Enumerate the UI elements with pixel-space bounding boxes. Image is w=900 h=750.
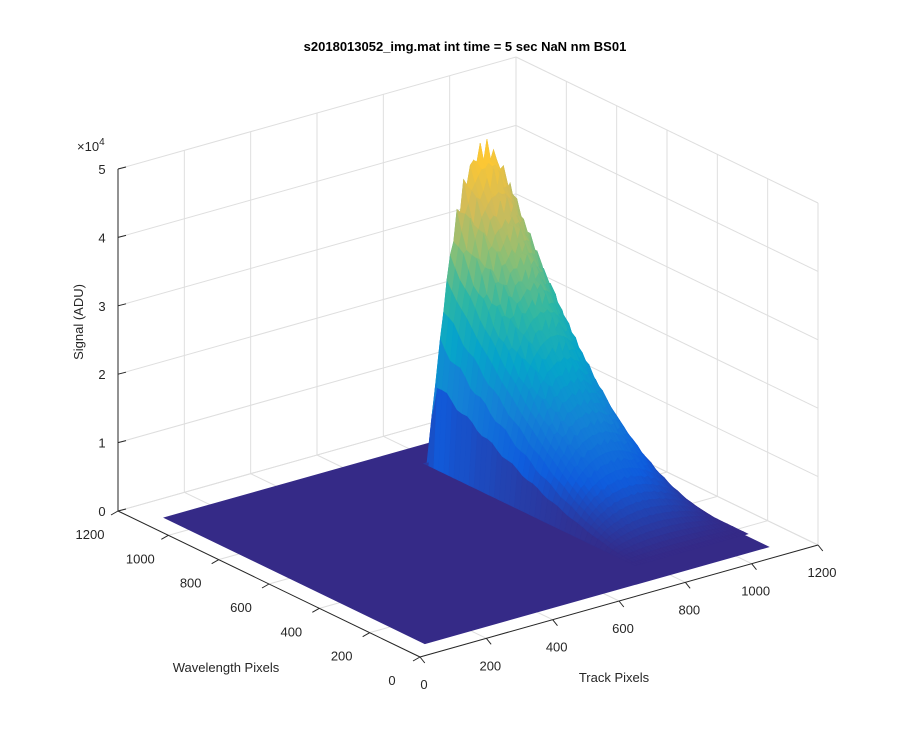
z-tick-label: 4: [98, 230, 105, 245]
y-tick-label: 1000: [126, 551, 155, 566]
z-tick-label: 3: [98, 299, 105, 314]
z-tick: [117, 234, 127, 238]
z-tick: [117, 303, 127, 307]
x-tick-label: 1200: [808, 565, 837, 580]
z-tick: [117, 508, 127, 512]
z-tick-label: 2: [98, 367, 105, 382]
y-tick-label: 800: [180, 576, 202, 591]
y-tick-label: 0: [388, 673, 395, 688]
grid-line: [515, 261, 819, 409]
grid-line: [515, 56, 819, 204]
z-tick-label: 1: [98, 436, 105, 451]
x-tick-label: 1000: [741, 584, 770, 599]
grid-line: [117, 56, 517, 170]
z-tick: [117, 440, 127, 444]
x-tick: [817, 544, 824, 552]
surface: [163, 139, 770, 645]
grid-line: [515, 124, 819, 272]
z-tick-label: 0: [98, 504, 105, 519]
z-axis-title: Signal (ADU): [71, 284, 86, 360]
x-tick: [552, 619, 558, 626]
z-tick: [117, 371, 127, 375]
axes: 0200400600800100012000200400600800100012…: [76, 162, 837, 692]
x-tick-label: 0: [420, 677, 427, 692]
y-tick: [362, 632, 370, 638]
x-tick: [485, 638, 492, 645]
x-tick: [751, 563, 757, 570]
y-axis-title: Wavelength Pixels: [173, 660, 280, 675]
y-tick: [412, 656, 421, 662]
y-tick-label: 200: [331, 649, 353, 664]
y-tick-label: 600: [230, 600, 252, 615]
x-tick-label: 600: [612, 621, 634, 636]
x-tick-label: 200: [479, 658, 501, 673]
grid-line: [515, 193, 819, 341]
y-tick: [312, 607, 320, 613]
y-tick: [161, 534, 169, 540]
y-tick-label: 1200: [76, 527, 105, 542]
x-tick-label: 800: [678, 602, 700, 617]
x-tick: [419, 656, 426, 664]
z-exponent-label: ×104: [77, 137, 105, 154]
grid-line: [117, 193, 517, 307]
chart-title: s2018013052_img.mat int time = 5 sec NaN…: [304, 39, 627, 54]
surface-patch: [738, 531, 749, 536]
x-tick-label: 400: [546, 640, 568, 655]
x-axis-title: Track Pixels: [579, 670, 650, 685]
z-tick-label: 5: [98, 162, 105, 177]
y-tick: [261, 583, 270, 589]
x-tick: [684, 582, 691, 589]
x-tick: [618, 600, 625, 608]
y-tick: [110, 510, 119, 516]
y-tick: [211, 559, 219, 565]
z-tick: [117, 166, 127, 170]
grid-line: [117, 124, 517, 238]
y-tick-label: 400: [280, 624, 302, 639]
